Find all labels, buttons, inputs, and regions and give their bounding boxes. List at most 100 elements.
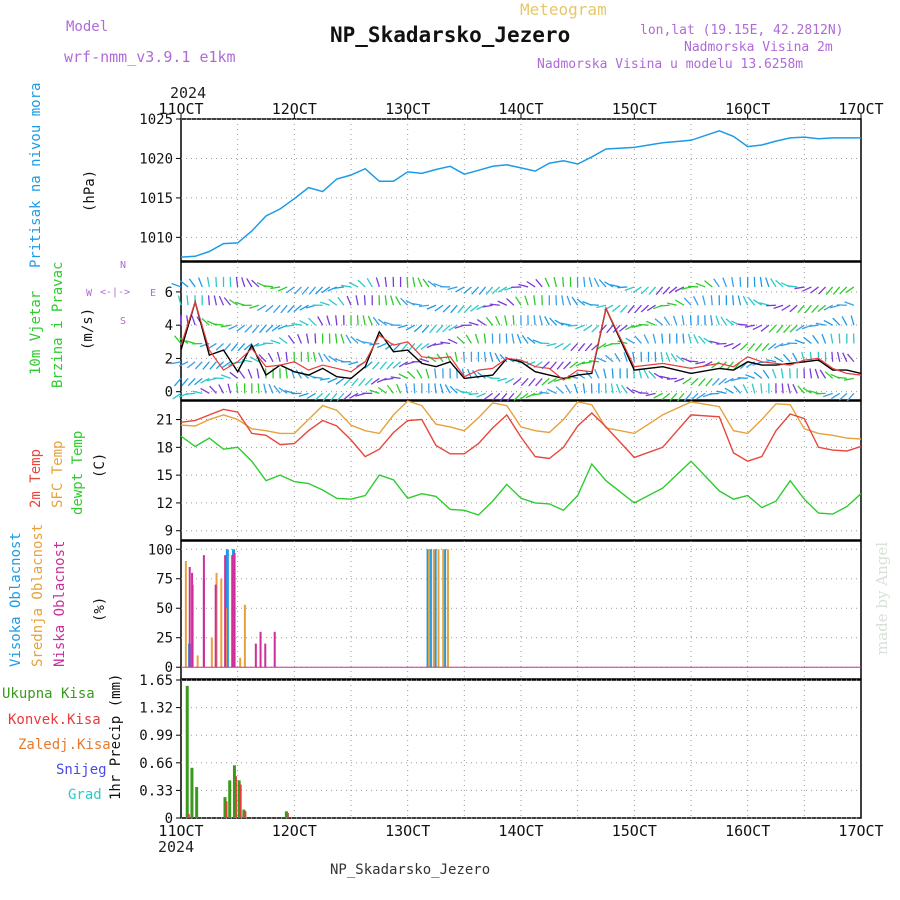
wind-arrow bbox=[674, 286, 685, 293]
wind-arrow bbox=[555, 295, 558, 306]
wind-arrow bbox=[544, 277, 550, 288]
wind-arrow bbox=[562, 276, 565, 287]
wind-arrow bbox=[504, 377, 515, 384]
wind-arrow bbox=[287, 335, 295, 344]
wind-arrow bbox=[643, 334, 650, 344]
wind-arrow bbox=[335, 315, 338, 326]
wind-arrow bbox=[753, 371, 763, 379]
precip-total-bar bbox=[228, 780, 232, 818]
wind-arrow bbox=[390, 295, 395, 306]
wind-ytick-label: 6 bbox=[165, 285, 173, 301]
wind-arrow bbox=[312, 376, 323, 380]
wind-arrow bbox=[440, 341, 451, 345]
wind-arrow bbox=[659, 304, 670, 307]
hail-label: Grad bbox=[68, 787, 102, 803]
wind-arrow bbox=[653, 392, 663, 399]
wind-arrow bbox=[343, 377, 352, 386]
wind-arrow bbox=[762, 369, 770, 379]
wind-arrow bbox=[567, 324, 578, 327]
wind-arrow bbox=[305, 333, 310, 344]
wind-arrow bbox=[524, 295, 529, 306]
wind-arrow bbox=[376, 342, 387, 349]
wind-arrow bbox=[222, 361, 231, 369]
wind-arrow bbox=[181, 377, 189, 387]
wind-arrow bbox=[842, 352, 848, 363]
wind-arrow bbox=[268, 383, 274, 394]
wind-ytick-label: 2 bbox=[165, 351, 173, 367]
wind-arrow bbox=[742, 295, 749, 306]
bottom-date-label: 14OCT bbox=[498, 822, 543, 840]
wind-gust-line bbox=[180, 299, 862, 381]
wind-arrow bbox=[435, 324, 444, 334]
wind-arrow bbox=[759, 276, 763, 288]
wind-arrow bbox=[525, 361, 536, 367]
wind-arrow bbox=[442, 304, 451, 313]
wind-arrow bbox=[535, 278, 543, 288]
wind-arrow bbox=[554, 342, 564, 349]
wind-arrow bbox=[349, 392, 359, 399]
wind-arrow bbox=[665, 352, 671, 362]
wind-arrow bbox=[426, 342, 437, 349]
wind-arrow bbox=[173, 377, 182, 387]
wind-arrow bbox=[468, 321, 479, 326]
wind-arrow bbox=[258, 354, 267, 363]
wind-arrow bbox=[188, 278, 196, 288]
wind-arrow bbox=[492, 392, 501, 401]
wind-arrow bbox=[206, 377, 217, 382]
wind-arrow bbox=[251, 324, 260, 334]
precip-ytick-label: 0.99 bbox=[139, 728, 173, 744]
wind-arrow bbox=[705, 377, 713, 387]
wind-arrow bbox=[549, 317, 557, 326]
wind-arrow bbox=[450, 304, 458, 314]
wind-arrow bbox=[422, 278, 430, 288]
wind-arrow bbox=[215, 276, 218, 287]
wind-arrow bbox=[267, 352, 274, 363]
wind-arrow bbox=[363, 295, 366, 306]
wind-arrow bbox=[669, 392, 678, 402]
wind-arrow bbox=[739, 342, 749, 351]
wind-arrow bbox=[366, 277, 373, 288]
wind-arrow bbox=[202, 361, 210, 370]
wind-arrow bbox=[278, 387, 288, 394]
wind-arrow bbox=[314, 392, 324, 401]
wind-arrow bbox=[812, 334, 820, 344]
pressure-ytick-label: 1025 bbox=[139, 112, 173, 128]
wind-arrow bbox=[810, 286, 819, 294]
low-cloud-bar bbox=[259, 631, 262, 668]
pressure-ytick-label: 1010 bbox=[139, 230, 173, 246]
wind-arrow bbox=[652, 333, 657, 344]
wind-arrow bbox=[787, 383, 791, 394]
compass-south: S bbox=[120, 316, 127, 327]
wind-arrow bbox=[573, 383, 579, 394]
wind-arrow bbox=[521, 334, 529, 344]
wind-arrow bbox=[683, 297, 692, 306]
precip-ytick-label: 0 bbox=[165, 811, 173, 827]
high-cloud-bar bbox=[232, 549, 235, 668]
top-date-label: 17OCT bbox=[838, 100, 883, 118]
wind-arrow bbox=[797, 304, 805, 314]
wind-arrow bbox=[299, 304, 309, 311]
wind-arrow bbox=[702, 295, 706, 306]
wind-arrow bbox=[716, 390, 727, 394]
wind-arrow bbox=[364, 377, 373, 386]
wind-arrow bbox=[465, 334, 472, 344]
wind-arrow bbox=[771, 368, 777, 379]
wind-arrow bbox=[566, 295, 572, 306]
wind-arrow bbox=[213, 323, 224, 326]
wind-arrow bbox=[230, 343, 239, 352]
wind-arrow bbox=[306, 392, 316, 400]
wind-arrow bbox=[367, 315, 373, 326]
wind-arrow bbox=[499, 392, 508, 402]
wind-arrow bbox=[618, 324, 628, 332]
wind-arrow bbox=[497, 300, 508, 306]
wind-arrow bbox=[319, 301, 330, 306]
wind-arrow bbox=[278, 336, 288, 344]
wind-arrow bbox=[809, 368, 813, 379]
made-by-watermark: made by Angel bbox=[873, 541, 891, 655]
wind-arrow bbox=[209, 361, 217, 370]
wind-arrow bbox=[836, 351, 841, 362]
wind-arrow bbox=[803, 336, 812, 344]
wind-arrow bbox=[476, 304, 486, 311]
wind-arrow bbox=[596, 357, 607, 363]
